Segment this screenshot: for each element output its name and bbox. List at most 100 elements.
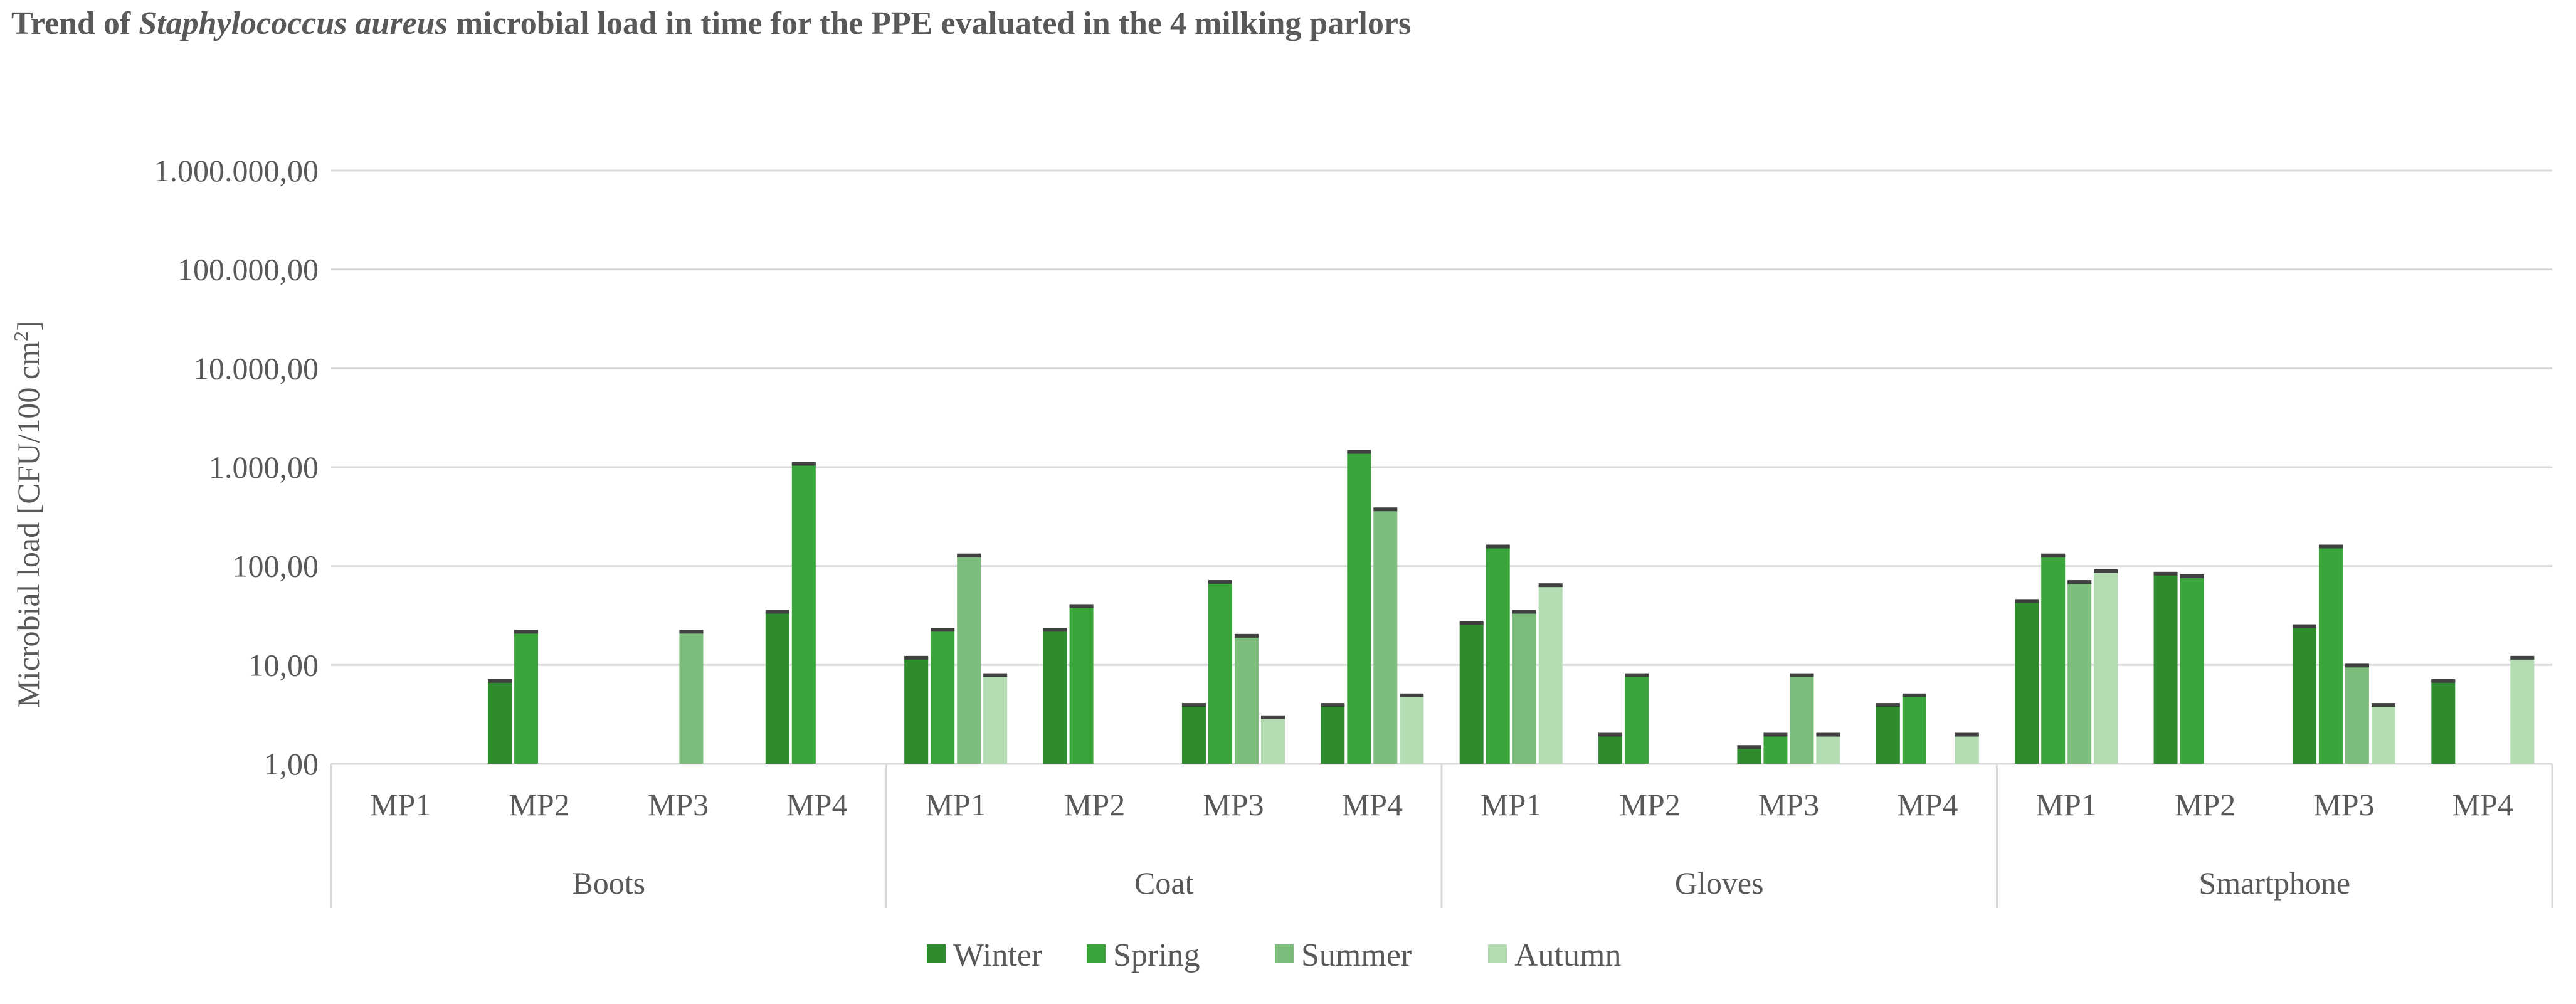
subcategory-label: MP1 xyxy=(2036,787,2097,822)
y-axis-label-close: ] xyxy=(11,320,46,331)
bar-summer xyxy=(1790,674,1814,764)
y-tick-label: 1,00 xyxy=(264,746,319,781)
bar-spring xyxy=(1208,581,1232,764)
legend: Winter Spring Summer Autumn xyxy=(927,938,1621,973)
bar-summer xyxy=(1512,611,1536,764)
bar-cap xyxy=(514,630,539,634)
bar-cap xyxy=(1737,745,1761,749)
bar-winter xyxy=(2153,573,2178,764)
bar-winter xyxy=(1459,622,1484,764)
bar-cap xyxy=(1902,693,1926,697)
chart-title-prefix: Trend of xyxy=(11,6,139,41)
legend-swatch-winter xyxy=(927,944,946,963)
bar-spring xyxy=(931,629,955,764)
y-tick-label: 100,00 xyxy=(233,549,319,584)
bar-winter xyxy=(1876,704,1900,764)
subcategory-label: MP4 xyxy=(1342,787,1403,822)
bar-cap xyxy=(931,628,955,632)
bar-spring xyxy=(2041,554,2066,764)
bar-winter xyxy=(1321,704,1345,764)
bar-cap xyxy=(2371,703,2395,707)
bar-cap xyxy=(679,630,704,634)
bar-spring xyxy=(1347,451,1371,764)
legend-swatch-spring xyxy=(1087,944,1106,963)
bar-cap xyxy=(1486,544,1510,549)
bar-winter xyxy=(488,680,512,764)
bar-autumn xyxy=(1955,734,1979,764)
bar-winter xyxy=(904,657,929,764)
subcategory-label: MP2 xyxy=(1619,787,1680,822)
subcategory-label: MP1 xyxy=(370,787,431,822)
legend-swatch-summer xyxy=(1275,944,1294,963)
subcategory-label: MP2 xyxy=(1064,787,1125,822)
y-tick-label: 10,00 xyxy=(248,647,319,682)
subcategory-label: MP4 xyxy=(786,787,847,822)
bar-cap xyxy=(2345,663,2369,668)
bar-spring xyxy=(2318,546,2343,764)
bar-winter xyxy=(1598,734,1623,764)
chart-title: Trend of Staphylococcus aureus microbial… xyxy=(11,5,1411,42)
bar-cap xyxy=(2067,580,2092,584)
y-axis-label-sup: 2 xyxy=(9,331,32,341)
bar-cap xyxy=(1598,732,1623,737)
bar-cap xyxy=(1260,715,1285,719)
bar-summer xyxy=(2345,665,2369,764)
group-label: Smartphone xyxy=(2199,865,2350,901)
bar-spring xyxy=(1763,734,1788,764)
bar-cap xyxy=(983,673,1008,677)
chart-title-italic: Staphylococcus aureus xyxy=(139,6,448,41)
chart-title-suffix: microbial load in time for the PPE evalu… xyxy=(447,6,1412,41)
bar-cap xyxy=(1816,732,1840,737)
group-label: Boots xyxy=(572,865,645,901)
bar-spring xyxy=(1902,694,1926,764)
bar-summer xyxy=(1234,635,1259,764)
bar-cap xyxy=(1181,703,1206,707)
bar-cap xyxy=(1321,703,1345,707)
y-axis-label: Microbial load [CFU/100 cm2] xyxy=(9,320,46,707)
bar-spring xyxy=(1486,546,1510,764)
subcategory-label: MP3 xyxy=(1203,787,1264,822)
bar-cap xyxy=(2431,679,2456,683)
subcategory-label: MP3 xyxy=(1758,787,1819,822)
bar-cap xyxy=(1538,583,1563,588)
subcategory-label: MP3 xyxy=(648,787,709,822)
bar-cap xyxy=(2041,553,2066,557)
bar-autumn xyxy=(983,674,1008,764)
bar-autumn xyxy=(1538,584,1563,764)
bar-summer xyxy=(679,631,704,764)
bar-cap xyxy=(904,655,929,660)
bar-summer xyxy=(957,554,981,764)
y-axis-label-main: Microbial load [CFU/100 cm xyxy=(11,341,46,708)
bar-cap xyxy=(2510,655,2535,660)
bar-winter xyxy=(765,611,789,764)
bar-autumn xyxy=(2510,657,2535,764)
bar-cap xyxy=(1790,673,1814,677)
bar-spring xyxy=(1625,674,1649,764)
y-tick-label: 10.000,00 xyxy=(193,351,319,386)
bar-cap xyxy=(1512,610,1536,614)
subcategory-label: MP1 xyxy=(926,787,986,822)
legend-label: Spring xyxy=(1113,938,1200,973)
bar-cap xyxy=(1876,703,1900,707)
bar-cap xyxy=(1955,732,1979,737)
bar-cap xyxy=(1400,693,1424,697)
subcategory-label: MP2 xyxy=(509,787,569,822)
bar-cap xyxy=(765,610,789,614)
group-label: Coat xyxy=(1134,865,1194,901)
bar-cap xyxy=(2094,569,2118,573)
bars xyxy=(488,450,2535,764)
bar-winter xyxy=(2015,600,2039,764)
legend-label: Summer xyxy=(1301,938,1412,973)
gridlines xyxy=(331,169,2552,765)
bar-cap xyxy=(791,462,816,466)
y-tick-label: 1.000.000,00 xyxy=(154,153,319,188)
bar-cap xyxy=(2292,624,2316,628)
bar-summer xyxy=(2067,581,2092,764)
legend-label: Autumn xyxy=(1514,938,1621,973)
bar-cap xyxy=(1208,580,1232,584)
bar-autumn xyxy=(1816,734,1840,764)
y-tick-label: 1.000,00 xyxy=(209,450,319,485)
bar-winter xyxy=(2431,680,2456,764)
bar-cap xyxy=(1043,628,1067,632)
